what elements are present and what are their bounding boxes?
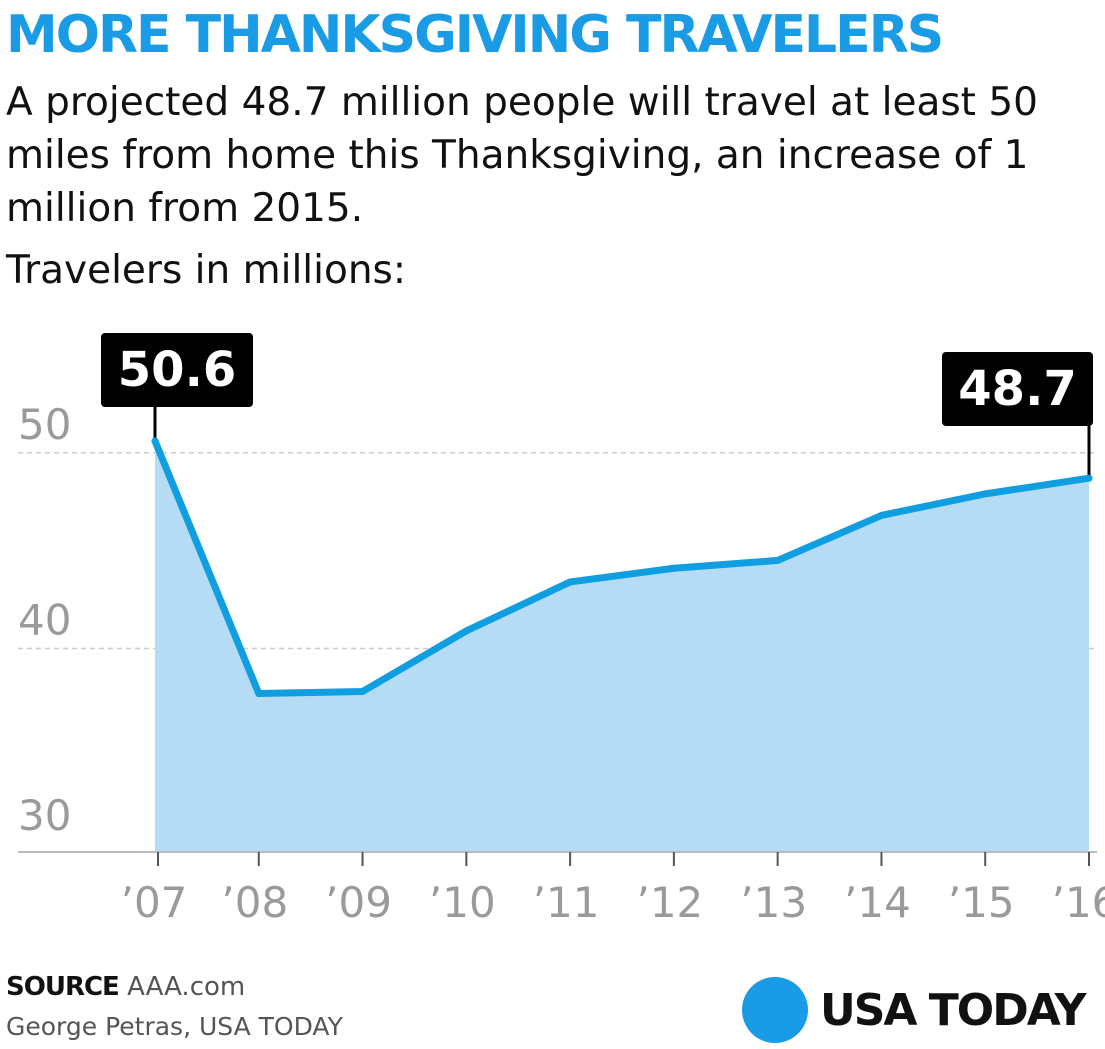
chart-subtitle: A projected 48.7 million people will tra… bbox=[6, 80, 1038, 231]
x-tick-label-8: ’15 bbox=[948, 878, 1015, 927]
data-point-4 bbox=[566, 578, 574, 586]
logo-dot-icon bbox=[742, 977, 808, 1043]
usa-today-logo: USA TODAY bbox=[742, 977, 1086, 1043]
data-point-2 bbox=[359, 688, 367, 696]
x-tick-label-1: ’08 bbox=[221, 878, 288, 927]
source-value: AAA.com bbox=[127, 972, 246, 1002]
x-tick-label-2: ’09 bbox=[325, 878, 392, 927]
data-point-3 bbox=[462, 627, 470, 635]
area-fill bbox=[155, 441, 1089, 852]
y-tick-label-50: 50 bbox=[18, 400, 71, 449]
x-tick-label-0: ’07 bbox=[121, 878, 188, 927]
area-chart: 30 40 50 ’07 ’08 ’09 ’10 ’11 ’12 ’13 ’14 ’15 ’16 50… bbox=[18, 333, 1105, 927]
source-line: SOURCE AAA.com bbox=[6, 972, 245, 1002]
data-point-7 bbox=[877, 511, 885, 519]
data-point-0 bbox=[151, 437, 159, 445]
callout-box-9 bbox=[942, 352, 1093, 426]
logo-wordmark: USA TODAY bbox=[820, 984, 1086, 1036]
credit-line: George Petras, USA TODAY bbox=[6, 1012, 343, 1041]
callout-label-9: 48.7 bbox=[958, 361, 1076, 417]
chart-title: MORE THANKSGIVING TRAVELERS bbox=[6, 5, 944, 65]
y-tick-label-30: 30 bbox=[18, 791, 71, 840]
data-point-6 bbox=[774, 556, 782, 564]
x-tick-label-4: ’11 bbox=[533, 878, 600, 927]
callout-box-0 bbox=[101, 333, 253, 407]
y-tick-label-40: 40 bbox=[18, 595, 71, 644]
x-tick-label-6: ’13 bbox=[740, 878, 807, 927]
callout-label-0: 50.6 bbox=[118, 342, 236, 398]
series-line bbox=[151, 437, 1093, 697]
x-tick-label-5: ’12 bbox=[636, 878, 703, 927]
value-callouts: 50.6 48.7 bbox=[101, 333, 1093, 479]
y-unit-label: Travelers in millions: bbox=[6, 248, 406, 293]
data-point-8 bbox=[981, 490, 989, 498]
x-tick-label-3: ’10 bbox=[429, 878, 496, 927]
x-tick-label-7: ’14 bbox=[844, 878, 911, 927]
x-tick-label-9: ’16 bbox=[1052, 878, 1105, 927]
data-point-5 bbox=[670, 564, 678, 572]
data-point-9 bbox=[1085, 474, 1093, 482]
source-label: SOURCE bbox=[6, 972, 120, 1002]
data-point-1 bbox=[255, 689, 263, 697]
y-axis-ticks: 30 40 50 bbox=[18, 400, 71, 840]
x-axis-ticks: ’07 ’08 ’09 ’10 ’11 ’12 ’13 ’14 ’15 ’16 bbox=[121, 852, 1105, 927]
